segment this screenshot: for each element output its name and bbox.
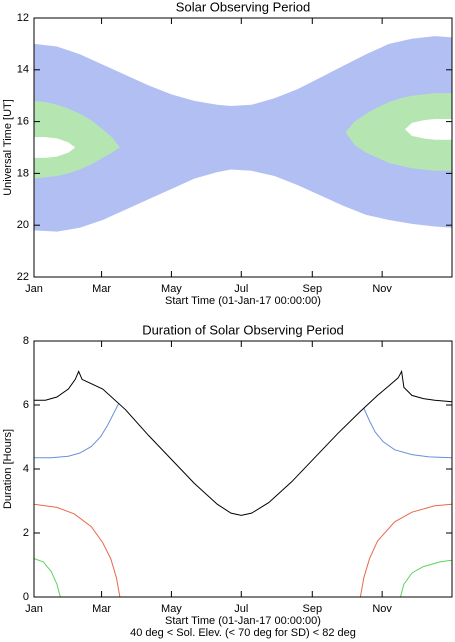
y-tick-label: 12 [17,12,29,24]
chart: Jan Mar May Jul Sep Nov 12 14 16 18 20 22 Solar Obse… [2,0,453,307]
band [34,100,120,179]
y-axis-label: Universal Time [UT] [2,99,14,196]
x-tick-label: Sep [302,283,322,295]
y-tick-label: 20 [17,219,29,231]
y-tick-label: 4 [23,463,29,475]
x-tick-label: Jul [234,283,248,295]
band [345,93,452,171]
x-tick-label: Jan [25,283,43,295]
x-tick-label: Jul [234,603,248,615]
y-tick-label: 8 [23,335,29,347]
chart-title: Duration of Solar Observing Period [142,322,344,337]
x-axis-label: Start Time (01-Jan-17 00:00:00) [165,615,321,627]
x-axis-label: Start Time (01-Jan-17 00:00:00) [165,295,321,307]
x-tick-label: May [161,603,182,615]
note: 40 deg < Sol. Elev. (< 70 deg for SD) < … [130,627,356,639]
series-line [33,503,453,598]
x-tick-label: Nov [372,603,392,615]
plot-frame [33,340,453,598]
chart-title: Solar Observing Period [176,0,310,14]
x-tick-label: Mar [92,283,111,295]
band [34,36,452,232]
y-tick-label: 18 [17,167,29,179]
x-tick-label: Nov [372,283,392,295]
band [34,137,76,158]
x-tick-label: Sep [302,603,322,615]
band [405,119,452,140]
y-tick-label: 16 [17,116,29,128]
y-axis-label: Duration [Hours] [2,429,14,509]
x-tick-label: Jan [25,603,43,615]
y-tick-label: 6 [23,399,29,411]
y-tick-label: 14 [17,64,29,76]
x-tick-label: May [161,283,182,295]
y-tick-label: 0 [23,591,29,603]
y-tick-label: 2 [23,527,29,539]
y-tick-label: 22 [17,271,29,283]
plot-frame [33,17,453,278]
series-line [34,403,453,459]
chart: Jan Mar May Jul Sep Nov 0 2 4 6 8 Duration of Solar… [2,322,453,639]
x-tick-label: Mar [92,603,111,615]
series-line [34,369,453,516]
series-line [33,558,453,598]
